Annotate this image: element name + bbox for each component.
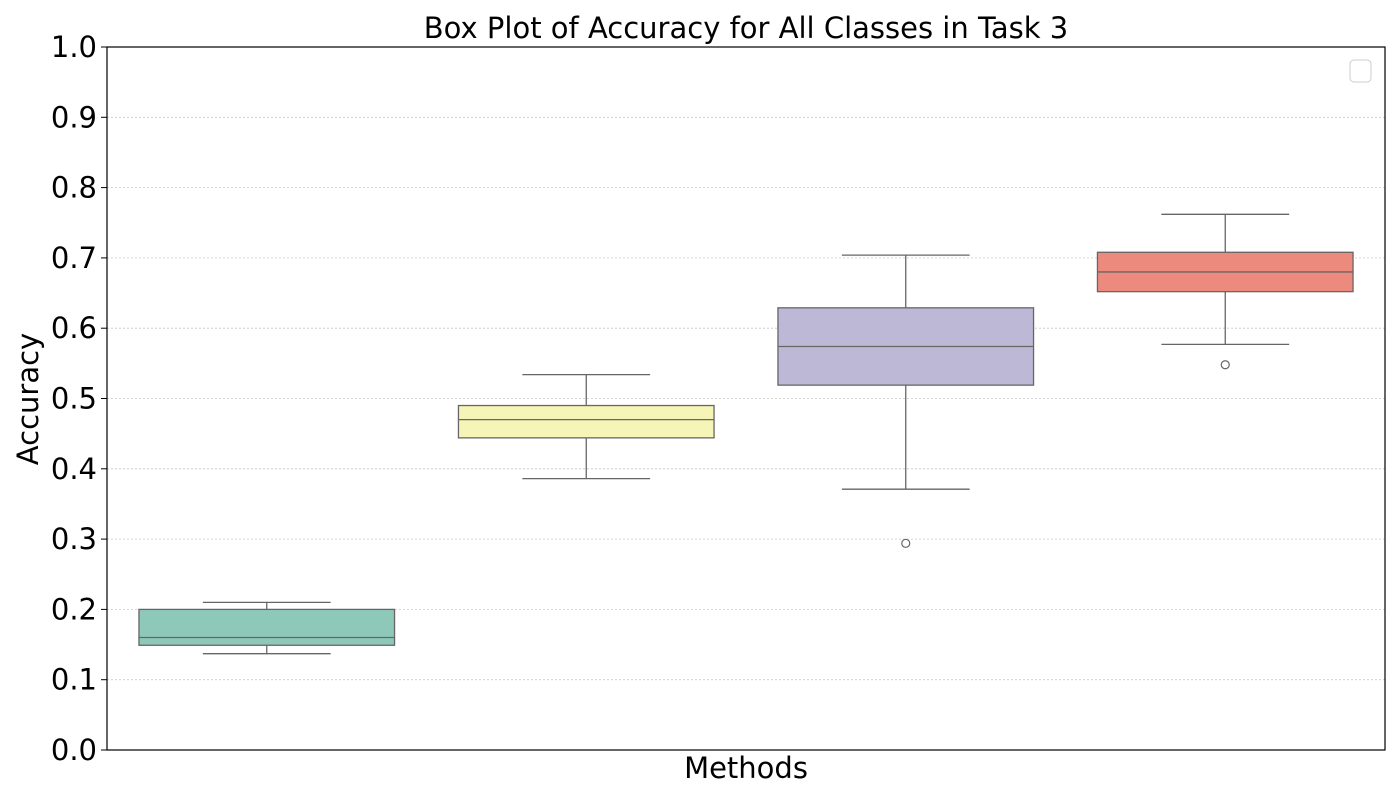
box-body [138, 608, 396, 646]
outlier-point [901, 538, 911, 548]
legend-box [1349, 59, 1372, 83]
box-group [777, 254, 1035, 548]
box-body [457, 404, 715, 439]
y-tick-label: 0.0 [51, 733, 97, 767]
y-tick-label: 0.5 [51, 382, 97, 416]
y-tick-label: 0.7 [51, 241, 97, 275]
y-tick-label: 0.9 [51, 100, 97, 134]
y-tick-label: 0.1 [51, 663, 97, 697]
y-tick-label: 0.4 [51, 452, 97, 486]
outlier-point [1220, 360, 1230, 370]
box-group [1096, 213, 1354, 370]
grid-lines [107, 116, 1385, 681]
y-tick-label: 0.8 [51, 171, 97, 205]
box-group [138, 601, 396, 655]
y-axis-label: Accuracy [11, 333, 45, 465]
x-axis-label: Methods [684, 751, 808, 785]
y-tick-label: 1.0 [51, 30, 97, 64]
y-axis-ticks: 0.0 0.1 0.2 0.3 0.4 0.5 0.6 0.7 0.8 0.9 1.0 [51, 30, 107, 767]
box-group [457, 373, 715, 480]
y-tick-label: 0.3 [51, 522, 97, 556]
chart-title: Box Plot of Accuracy for All Classes in … [424, 11, 1068, 45]
y-tick-label: 0.6 [51, 311, 97, 345]
y-tick-label: 0.2 [51, 592, 97, 626]
box-series [138, 213, 1354, 655]
